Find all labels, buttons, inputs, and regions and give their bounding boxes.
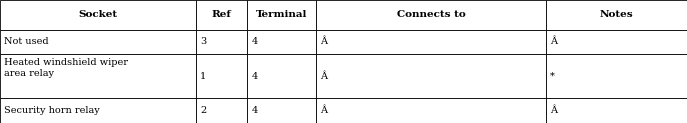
Bar	[247, 98, 316, 123]
Text: Â: Â	[550, 106, 557, 115]
Text: Security horn relay: Security horn relay	[4, 106, 100, 115]
Bar	[546, 54, 687, 98]
Bar	[316, 54, 546, 98]
Text: Not used: Not used	[4, 37, 49, 46]
Bar	[247, 54, 316, 98]
Text: Connects to: Connects to	[396, 10, 466, 19]
Text: Socket: Socket	[78, 10, 117, 19]
Bar	[247, 0, 316, 30]
Text: Notes: Notes	[600, 10, 633, 19]
Text: 4: 4	[251, 37, 258, 46]
Text: 4: 4	[251, 106, 258, 115]
Text: Terminal: Terminal	[256, 10, 307, 19]
Bar	[247, 30, 316, 54]
Text: Ref: Ref	[212, 10, 232, 19]
Text: 4: 4	[251, 72, 258, 81]
Text: *: *	[550, 72, 555, 81]
Bar	[0, 98, 196, 123]
Bar	[196, 30, 247, 54]
Text: Â: Â	[320, 37, 327, 46]
Bar	[546, 0, 687, 30]
Bar	[546, 30, 687, 54]
Text: Heated windshield wiper
area relay: Heated windshield wiper area relay	[4, 58, 128, 78]
Text: Â: Â	[550, 37, 557, 46]
Bar	[0, 0, 196, 30]
Bar	[316, 0, 546, 30]
Bar	[196, 54, 247, 98]
Bar	[546, 98, 687, 123]
Bar	[0, 54, 196, 98]
Text: Â: Â	[320, 72, 327, 81]
Text: 2: 2	[200, 106, 206, 115]
Text: Â: Â	[320, 106, 327, 115]
Bar	[0, 30, 196, 54]
Bar	[316, 98, 546, 123]
Text: 3: 3	[200, 37, 206, 46]
Bar	[316, 30, 546, 54]
Bar	[196, 98, 247, 123]
Bar	[196, 0, 247, 30]
Text: 1: 1	[200, 72, 206, 81]
